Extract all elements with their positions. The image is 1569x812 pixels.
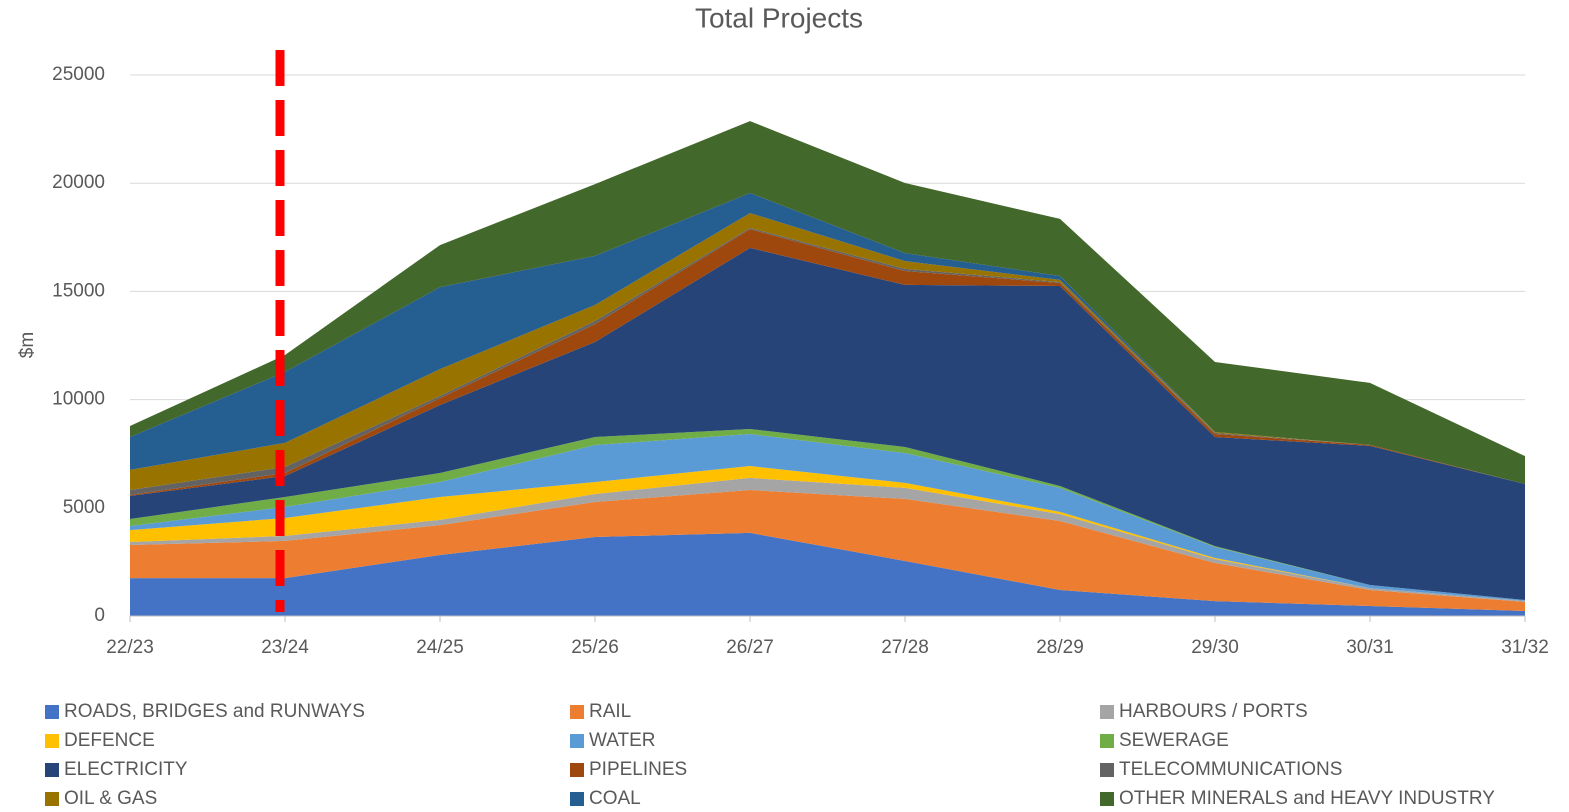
- legend-label: RAIL: [589, 701, 631, 722]
- legend-label: ROADS, BRIDGES and RUNWAYS: [64, 701, 365, 722]
- area: [130, 477, 1525, 602]
- legend-label: ELECTRICITY: [64, 759, 188, 780]
- area: [130, 466, 1525, 601]
- x-tick-label: 28/29: [1036, 637, 1084, 658]
- legend-label: WATER: [589, 730, 656, 751]
- legend-swatch: [570, 734, 584, 748]
- legend-swatch: [1100, 763, 1114, 777]
- x-tick-label: 31/32: [1501, 637, 1549, 658]
- y-tick-label: 5000: [63, 497, 105, 518]
- legend-label: HARBOURS / PORTS: [1119, 701, 1308, 722]
- legend-swatch: [45, 792, 59, 806]
- area: [130, 213, 1525, 491]
- area: [130, 121, 1525, 484]
- x-tick-label: 23/24: [261, 637, 309, 658]
- y-tick-label: 10000: [52, 389, 105, 410]
- legend-label: COAL: [589, 788, 641, 809]
- legend-swatch: [1100, 734, 1114, 748]
- area: [130, 434, 1525, 601]
- chart-title: Total Projects: [695, 2, 863, 33]
- legend-swatch: [570, 763, 584, 777]
- y-axis-label: $m: [17, 332, 38, 358]
- area: [130, 192, 1525, 484]
- legend-swatch: [570, 792, 584, 806]
- x-tick-label: 29/30: [1191, 637, 1239, 658]
- legend-label: DEFENCE: [64, 730, 155, 751]
- x-tick-label: 27/28: [881, 637, 929, 658]
- legend-swatch: [570, 705, 584, 719]
- x-tick-label: 26/27: [726, 637, 774, 658]
- y-tick-label: 15000: [52, 280, 105, 301]
- x-tick-label: 25/26: [571, 637, 619, 658]
- legend-swatch: [45, 763, 59, 777]
- legend-label: OIL & GAS: [64, 788, 157, 809]
- x-tick-label: 24/25: [416, 637, 464, 658]
- legend-label: SEWERAGE: [1119, 730, 1229, 751]
- legend-label: TELECOMMUNICATIONS: [1119, 759, 1342, 780]
- area: [130, 490, 1525, 612]
- x-tick-label: 22/23: [106, 637, 154, 658]
- area: [130, 429, 1525, 600]
- area: [130, 532, 1525, 616]
- legend-swatch: [45, 705, 59, 719]
- area: [130, 247, 1525, 600]
- legend-swatch: [1100, 792, 1114, 806]
- legend-label: OTHER MINERALS and HEAVY INDUSTRY: [1119, 788, 1495, 809]
- x-tick-label: 30/31: [1346, 637, 1394, 658]
- legend-swatch: [45, 734, 59, 748]
- y-tick-label: 0: [94, 605, 105, 626]
- legend-label: PIPELINES: [589, 759, 687, 780]
- y-tick-label: 20000: [52, 172, 105, 193]
- y-tick-label: 25000: [52, 64, 105, 85]
- legend-swatch: [1100, 705, 1114, 719]
